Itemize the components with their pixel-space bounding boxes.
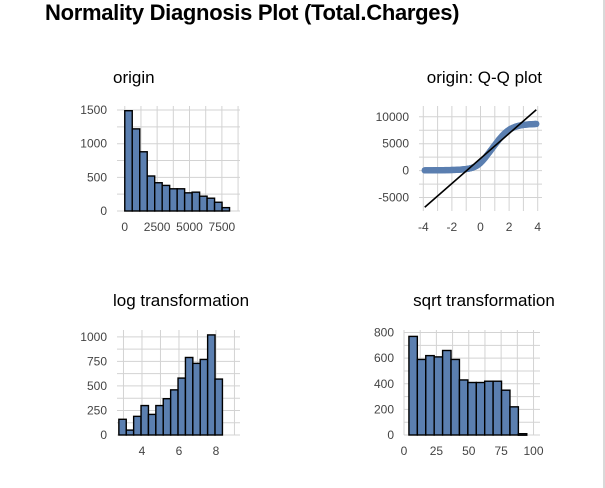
y-tick-label: 600	[374, 351, 394, 365]
histogram-bar	[425, 354, 435, 436]
y-tick-label: 0	[387, 428, 394, 442]
histogram-bar	[509, 406, 520, 436]
histogram-bar	[199, 358, 209, 436]
histogram-bar	[177, 377, 187, 436]
histogram-bar	[132, 415, 142, 436]
histogram-bar	[184, 356, 194, 436]
x-tick-label: 2	[506, 220, 513, 234]
x-tick-label: 50	[462, 444, 476, 458]
histogram-bar	[500, 389, 511, 436]
histogram-bar	[183, 192, 193, 212]
panel-title: origin	[113, 68, 155, 87]
y-tick-label: 5000	[382, 137, 409, 151]
histogram-bar	[169, 389, 179, 436]
y-tick-label: 0	[402, 164, 409, 178]
x-tick-label: 25	[430, 444, 444, 458]
histogram-bar	[154, 182, 163, 212]
histogram-bar	[433, 356, 444, 436]
histogram-bar	[483, 380, 494, 436]
histogram-bar	[458, 379, 469, 436]
histogram-bar	[161, 184, 171, 212]
histogram-bar	[192, 362, 201, 436]
x-tick-label: 2500	[144, 220, 171, 234]
panel-3: log transformation 4 6 8 0 250 500 750 1000	[80, 291, 249, 458]
panel-title: origin: Q-Q plot	[427, 68, 543, 87]
qq-point	[533, 120, 540, 128]
histogram-bar	[475, 381, 486, 436]
y-tick-label: 500	[87, 379, 107, 393]
x-tick-label: 8	[213, 444, 220, 458]
histogram-bar	[191, 191, 201, 212]
histogram-bar	[162, 397, 172, 436]
qq-reference-line	[424, 109, 537, 208]
histogram-bar	[416, 358, 427, 436]
x-tick-label: -4	[418, 220, 429, 234]
x-tick-label: 4	[139, 444, 146, 458]
histogram-bar	[492, 380, 503, 436]
histogram-bar	[214, 378, 224, 436]
x-tick-label: -2	[447, 220, 458, 234]
x-tick-label: 75	[494, 444, 508, 458]
y-tick-label: 200	[374, 402, 394, 416]
right-edge-divider	[603, 0, 605, 488]
histogram-bar	[124, 110, 133, 212]
y-tick-label: 0	[100, 204, 107, 218]
histogram-bar	[155, 404, 164, 436]
chart-title: Normality Diagnosis Plot (Total.Charges)	[45, 0, 460, 25]
histogram-bar	[118, 418, 127, 436]
histogram-bar	[206, 197, 216, 212]
panel-title: sqrt transformation	[413, 291, 555, 310]
panel-2: origin: Q-Q plot -4 -2 0 2 4 -5000 0 5000 10000	[376, 68, 543, 234]
x-tick-label: 6	[176, 444, 183, 458]
x-tick-label: 7500	[209, 220, 236, 234]
histogram-bar	[176, 188, 186, 212]
histogram-bar	[221, 206, 231, 212]
histogram-bar	[198, 195, 208, 212]
histogram-bar	[467, 381, 477, 436]
y-tick-label: 1500	[80, 103, 107, 117]
y-tick-label: -5000	[378, 191, 409, 205]
histogram-bar	[140, 404, 150, 436]
histogram-bar	[168, 188, 178, 212]
y-tick-label: 750	[87, 354, 107, 368]
panel-4: sqrt transformation 0 25 50 75 100 0 200 400 600 8…	[374, 291, 555, 458]
x-tick-label: 0	[121, 220, 128, 234]
histogram-bar	[517, 433, 528, 436]
y-tick-label: 500	[87, 170, 107, 184]
panel-1: origin 0 2500 5000 7500 0 500 1000 1500	[80, 68, 240, 234]
histogram-bar	[206, 334, 216, 436]
histogram-bar	[408, 335, 419, 436]
x-tick-label: 4	[534, 220, 541, 234]
y-tick-label: 10000	[376, 110, 410, 124]
x-tick-label: 5000	[176, 220, 203, 234]
y-tick-label: 1000	[80, 330, 107, 344]
y-tick-label: 250	[87, 403, 107, 417]
y-tick-label: 0	[100, 428, 107, 442]
y-tick-label: 1000	[80, 137, 107, 151]
histogram-bar	[131, 128, 141, 212]
histogram-bar	[147, 413, 157, 436]
x-tick-label: 100	[524, 444, 544, 458]
y-tick-label: 400	[374, 377, 394, 391]
x-tick-label: 0	[477, 220, 484, 234]
y-tick-label: 800	[374, 326, 394, 340]
x-tick-label: 0	[401, 444, 408, 458]
histogram-bar	[450, 358, 461, 436]
panel-title: log transformation	[113, 291, 249, 310]
histogram-bar	[441, 349, 452, 436]
histogram-bar	[213, 201, 223, 212]
histogram-bar	[146, 175, 156, 212]
histogram-bar	[125, 429, 135, 436]
histogram-bar	[139, 151, 148, 212]
